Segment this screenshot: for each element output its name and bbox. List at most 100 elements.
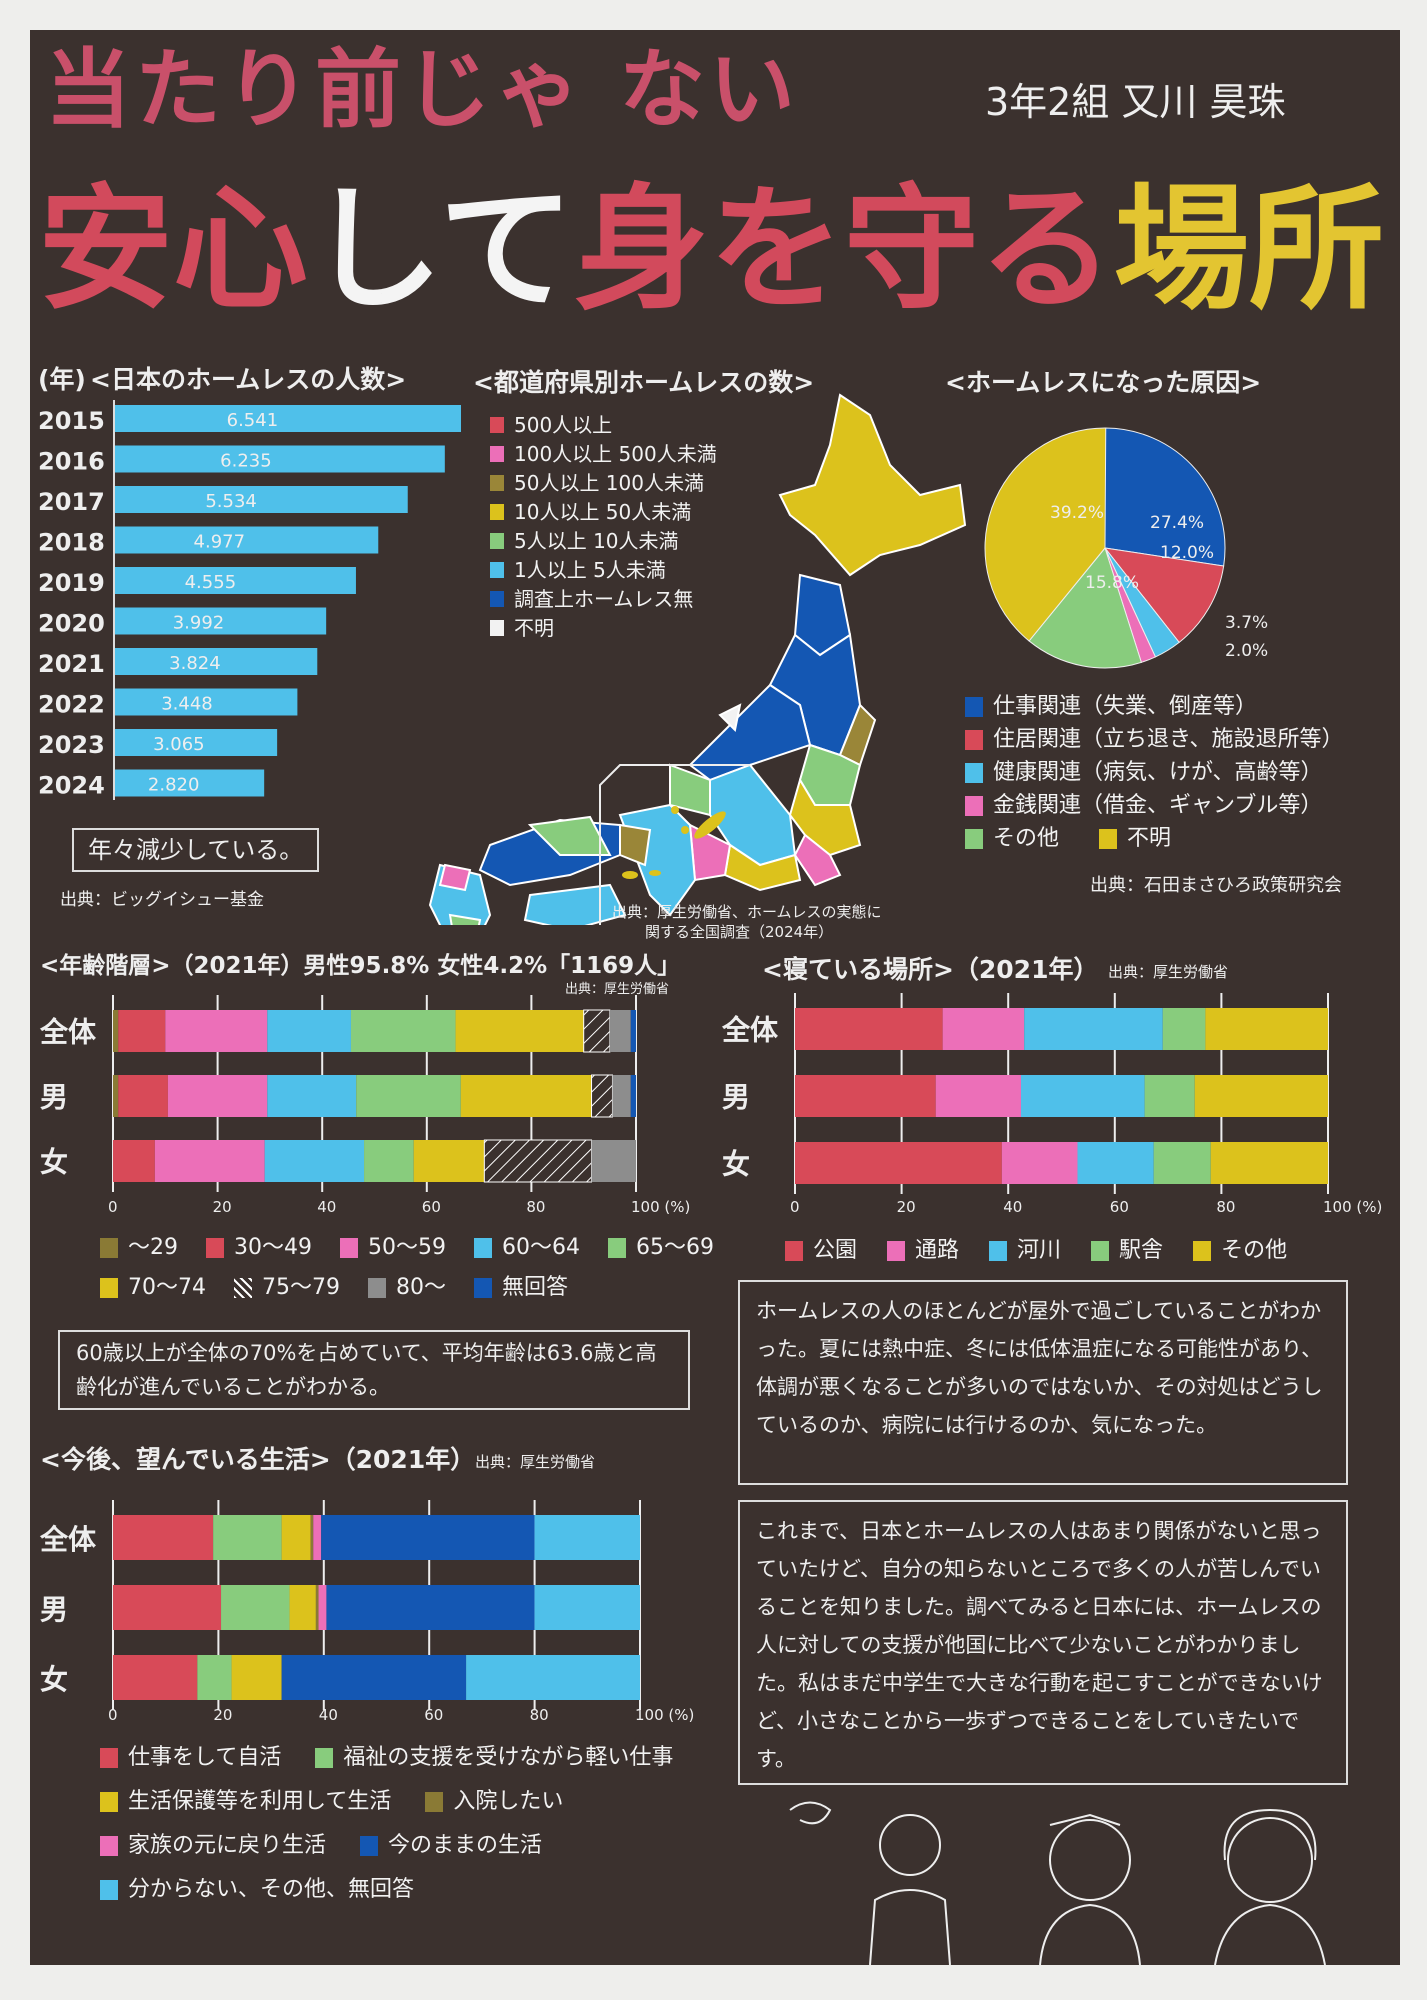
bar-value-label: 5.534 — [205, 491, 257, 512]
legend-swatch — [100, 1836, 118, 1856]
okinawa-islands — [622, 806, 726, 879]
legend-item: 家族の元に戻り生活 — [100, 1833, 326, 1859]
x-tick-label: 80 — [530, 1706, 549, 1724]
pie-legend-row: その他 不明 — [965, 822, 1383, 855]
stacked-segment — [534, 1515, 640, 1560]
row-label: 女 — [40, 1663, 68, 1696]
legend-item: その他 — [1193, 1238, 1287, 1264]
stacked-segment — [165, 1010, 268, 1052]
legend-label: 仕事関連（失業、倒産等） — [993, 693, 1258, 719]
legend-label: 生活保護等を利用して生活 — [128, 1789, 392, 1814]
poster-board — [30, 30, 1400, 1965]
map-hokkaido — [778, 393, 967, 577]
bar-2019 — [115, 567, 356, 594]
legend-label: 家族の元に戻り生活 — [128, 1833, 327, 1858]
author: 3年2組 又川 昊珠 — [985, 80, 1286, 124]
stacked-segment — [113, 1010, 119, 1052]
row-label: 男 — [40, 1081, 68, 1114]
pie-value-label: 15.8% — [1085, 573, 1139, 593]
legend-swatch — [490, 590, 504, 607]
legend-swatch — [490, 503, 504, 520]
legend-swatch — [474, 1238, 492, 1258]
legend-label: 分からない、その他、無回答 — [128, 1877, 415, 1902]
map-source-1: 出典：厚生労働省、ホームレスの実態に — [612, 903, 882, 921]
legend-label: 今のままの生活 — [388, 1833, 543, 1858]
legend-item: 入院したい — [425, 1789, 563, 1815]
legend-item: ～29 — [100, 1235, 178, 1261]
stacked-segment — [221, 1585, 290, 1630]
legend-label: 75～79 — [262, 1275, 340, 1300]
legend-item: 65～69 — [608, 1235, 714, 1261]
legend-item: 通路 — [887, 1238, 959, 1264]
stacked-segment — [1210, 1142, 1328, 1184]
pie-slice — [1028, 546, 1142, 669]
count-source: 出典：ビッグイシュー基金 — [60, 890, 264, 910]
stacked-segment — [113, 1585, 222, 1630]
sleeping-title: <寝ている場所>（2021年） — [762, 955, 1099, 984]
legend-label: 不明 — [1127, 825, 1172, 851]
map-legend-item: 500人以上 — [490, 410, 717, 439]
pie-title: <ホームレスになった原因> — [945, 368, 1262, 397]
pie-legend-row: 仕事関連（失業、倒産等） — [965, 690, 1383, 723]
year-label: 2023 — [38, 731, 105, 759]
sleeping-legend: 公園 通路 河川 駅舎 その他 — [785, 1238, 1287, 1264]
stacked-segment — [534, 1585, 640, 1630]
stacked-segment — [118, 1010, 166, 1052]
legend-label: 通路 — [915, 1238, 960, 1263]
legend-label: 金銭関連（借金、ギャンブル等） — [993, 792, 1323, 818]
legend-item: 30～49 — [206, 1235, 312, 1261]
sleeping-note: ホームレスの人のほとんどが屋外で過ごしていることがわかった。夏には熱中症、冬には… — [738, 1280, 1348, 1485]
legend-swatch — [360, 1836, 379, 1856]
stacked-segment — [213, 1515, 282, 1560]
homeless-count-chart: 2015 6.541 2016 6.235 2017 5.534 2018 4.977 2019… — [38, 400, 461, 800]
legend-swatch — [989, 1241, 1008, 1261]
stacked-segment — [591, 1074, 613, 1118]
legend-item: 生活保護等を利用して生活 — [100, 1789, 391, 1815]
map-kyushu-s — [448, 913, 482, 925]
x-tick-label: 40 — [319, 1706, 338, 1724]
stacked-segment — [356, 1075, 461, 1117]
bar-2020 — [115, 607, 327, 635]
map-source-2: 関する全国調査（2024年） — [645, 923, 834, 941]
pie-legend-row: 住居関連（立ち退き、施設退所等） — [965, 723, 1383, 756]
stacked-segment — [113, 1075, 119, 1117]
legend-label: 60～64 — [502, 1235, 580, 1260]
legend-swatch — [340, 1238, 358, 1258]
legend-swatch — [368, 1278, 386, 1298]
age-title: <年齢階層>（2021年）男性95.8% 女性4.2%「1169人」 — [40, 953, 681, 979]
bar-value-label: 4.555 — [185, 572, 237, 593]
legend-label: 住居関連（立ち退き、施設退所等） — [993, 726, 1344, 752]
legend-label: 駅舎 — [1119, 1238, 1164, 1263]
row-label: 女 — [40, 1146, 68, 1179]
pie-legend: 仕事関連（失業、倒産等） 住居関連（立ち退き、施設退所等） 健康関連（病気、けが、高… — [965, 690, 1383, 855]
title-line1: 当たり前じゃ ない — [45, 40, 799, 140]
legend-label: 30～49 — [234, 1235, 312, 1260]
legend-label: 65～69 — [636, 1235, 714, 1260]
bar-2024 — [115, 769, 265, 797]
year-label: 2021 — [38, 650, 105, 678]
causes-pie-chart: 27.4% 12.0% 3.7% 2.0% 15.8% 39.2% — [984, 427, 1268, 669]
year-label: 2015 — [38, 407, 105, 435]
count-title: <日本のホームレスの人数> — [90, 365, 407, 394]
stacked-segment — [460, 1075, 592, 1117]
future-legend: 仕事をして自活 福祉の支援を受けながら軽い仕事 生活保護等を利用して生活 入院したい家… — [100, 1745, 700, 1903]
legend-swatch — [965, 795, 983, 816]
legend-swatch — [490, 416, 504, 433]
stacked-segment — [264, 1140, 365, 1182]
stacked-segment — [466, 1655, 640, 1700]
legend-label: 河川 — [1017, 1238, 1062, 1263]
stacked-segment — [935, 1075, 1021, 1117]
stacked-segment — [154, 1140, 265, 1182]
count-note: 年々減少している。 — [72, 828, 320, 872]
legend-label: 10人以上 50人未満 — [514, 499, 692, 524]
stacked-segment — [118, 1075, 168, 1117]
bar-2015 — [115, 405, 461, 432]
x-tick-label: 20 — [897, 1198, 916, 1216]
legend-swatch — [100, 1278, 118, 1298]
x-tick-label: 20 — [213, 1706, 232, 1724]
legend-swatch — [100, 1238, 118, 1258]
stacked-segment — [267, 1010, 351, 1052]
row-label: 全体 — [39, 1523, 97, 1556]
stacked-segment — [315, 1585, 319, 1630]
stacked-segment — [630, 1010, 636, 1052]
